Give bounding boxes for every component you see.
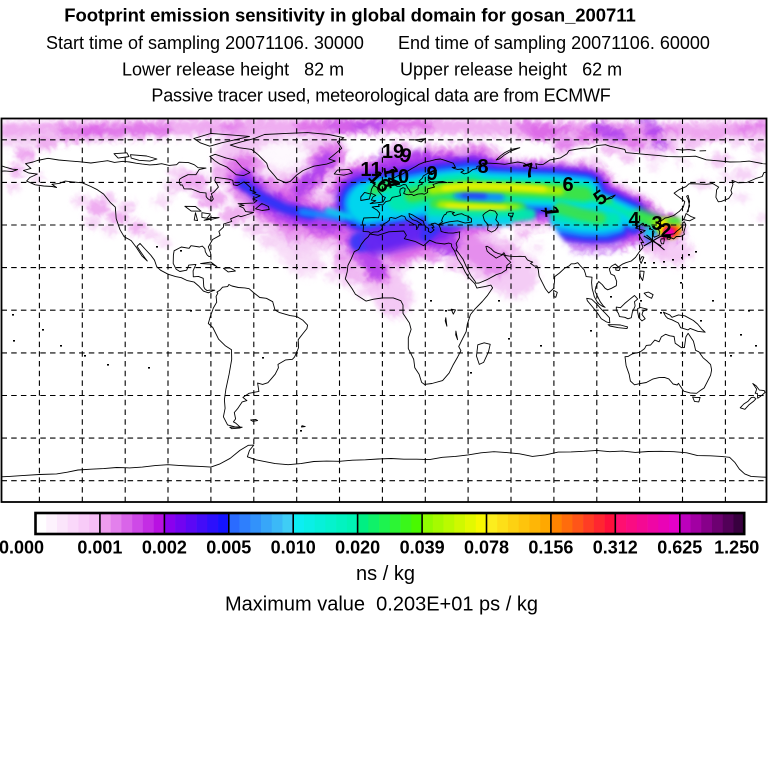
svg-text:9: 9: [426, 163, 437, 185]
svg-text:0.005: 0.005: [206, 538, 251, 558]
svg-text:Maximum value 0.203E+01 ps /: Maximum value 0.203E+01 ps / kg: [225, 594, 538, 616]
svg-text:Lower release height 82 m: Lower release height 82 m: [122, 60, 344, 80]
svg-text:Footprint emission sensitivity: Footprint emission sensitivity in global…: [64, 5, 635, 26]
svg-text:10: 10: [387, 166, 409, 188]
svg-text:0.001: 0.001: [77, 538, 122, 558]
svg-text:0.000: 0.000: [0, 538, 44, 558]
svg-text:3: 3: [651, 213, 662, 235]
svg-text:0.078: 0.078: [464, 538, 509, 558]
svg-text:4: 4: [628, 209, 640, 231]
svg-text:0.312: 0.312: [593, 538, 638, 558]
svg-text:1.250: 1.250: [714, 538, 759, 558]
svg-text:ns / kg: ns / kg: [356, 563, 415, 585]
svg-text:6: 6: [562, 174, 573, 196]
svg-text:8: 8: [477, 156, 488, 178]
svg-text:0.039: 0.039: [400, 538, 445, 558]
svg-text:Passive tracer used, meteorolo: Passive tracer used, meteorological data…: [151, 86, 610, 106]
svg-text:2: 2: [660, 220, 671, 242]
svg-text:0.625: 0.625: [657, 538, 702, 558]
svg-text:Start time of sampling 2007110: Start time of sampling 20071106. 30000: [46, 33, 364, 53]
svg-text:0.010: 0.010: [271, 538, 316, 558]
svg-text:0.002: 0.002: [142, 538, 187, 558]
svg-text:11: 11: [360, 159, 381, 181]
svg-text:1: 1: [540, 205, 563, 218]
svg-text:0.156: 0.156: [528, 538, 573, 558]
svg-text:0.020: 0.020: [335, 538, 380, 558]
svg-text:19: 19: [382, 141, 404, 163]
svg-text:9: 9: [397, 144, 413, 168]
svg-text:End time of sampling 20071106.: End time of sampling 20071106. 60000: [398, 33, 710, 53]
svg-text:7: 7: [521, 159, 537, 183]
svg-text:14: 14: [378, 164, 404, 191]
svg-text:Upper release height 62 m: Upper release height 62 m: [400, 60, 622, 80]
